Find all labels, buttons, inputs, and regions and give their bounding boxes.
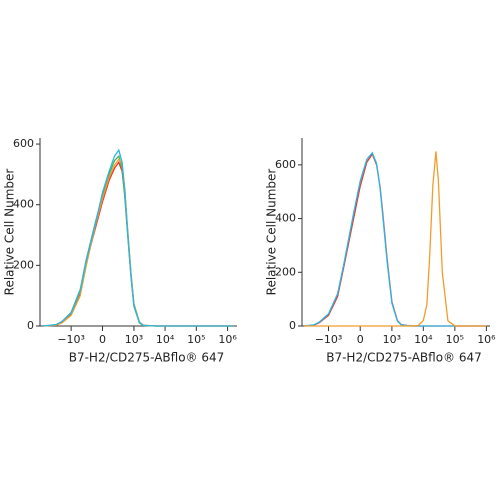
axis-line <box>39 138 237 327</box>
x-tick-label: 10⁵ <box>446 333 464 346</box>
histogram-line <box>42 148 234 327</box>
x-tick-label: 10³ <box>125 333 143 346</box>
axis-line <box>301 138 490 327</box>
x-tick-label: −10³ <box>57 333 85 346</box>
x-tick-label: −10³ <box>315 333 343 346</box>
y-tick-label: 600 <box>13 137 34 150</box>
y-axis-label: Relative Cell Number <box>3 169 17 296</box>
x-axis-label: B7-H2/CD275-ABflo® 647 <box>69 351 225 365</box>
y-tick-label: 600 <box>275 158 296 171</box>
histogram-line <box>304 152 487 327</box>
x-axis-label: B7-H2/CD275-ABflo® 647 <box>326 351 482 365</box>
histogram-line <box>304 151 487 327</box>
y-tick-label: 200 <box>13 258 34 271</box>
histogram-line <box>42 160 234 327</box>
x-tick-label: 10⁴ <box>414 333 433 346</box>
y-tick-label: 200 <box>275 265 296 278</box>
histogram-line <box>304 151 487 327</box>
x-tick-label: 0 <box>357 333 364 346</box>
x-tick-label: 10⁴ <box>156 333 175 346</box>
histogram-line <box>42 158 234 327</box>
histogram-line <box>42 154 234 327</box>
x-tick-label: 10⁶ <box>477 333 496 346</box>
x-tick-label: 10³ <box>383 333 401 346</box>
y-axis-label: Relative Cell Number <box>265 169 279 296</box>
x-tick-label: 0 <box>99 333 106 346</box>
x-tick-label: 10⁶ <box>218 333 237 346</box>
y-tick-label: 400 <box>275 212 296 225</box>
y-tick-label: 400 <box>13 198 34 211</box>
y-tick-label: 0 <box>27 319 34 332</box>
y-tick-label: 0 <box>289 319 296 332</box>
x-tick-label: 10⁵ <box>187 333 205 346</box>
